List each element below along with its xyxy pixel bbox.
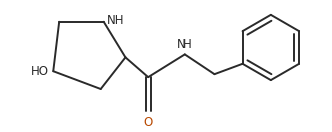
Text: HO: HO bbox=[31, 65, 49, 78]
Text: O: O bbox=[143, 116, 153, 129]
Text: H: H bbox=[183, 38, 192, 51]
Text: N: N bbox=[177, 38, 186, 51]
Text: NH: NH bbox=[107, 14, 124, 27]
